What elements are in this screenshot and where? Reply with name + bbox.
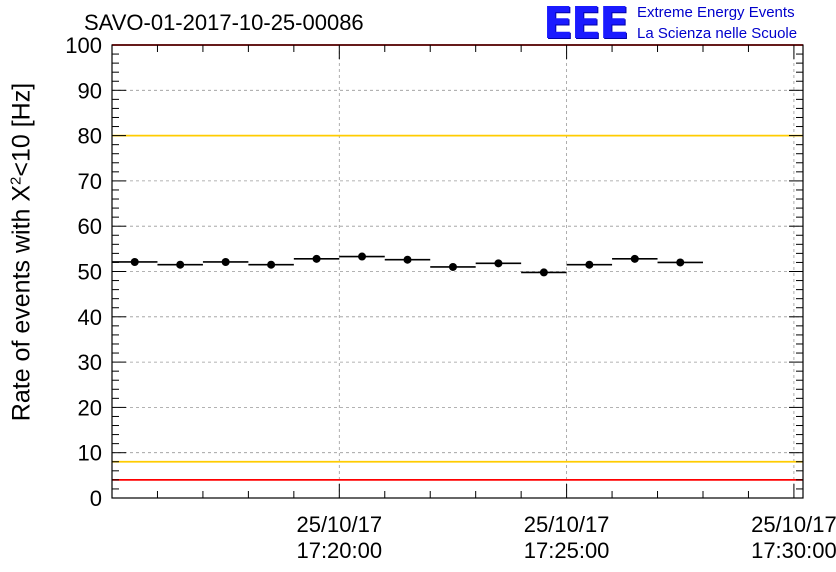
y-tick-label: 60 [78, 214, 102, 239]
data-points [112, 252, 703, 277]
data-point [539, 268, 548, 277]
x-tick-time-label: 17:20:00 [296, 538, 382, 563]
y-tick-label: 40 [78, 305, 102, 330]
logo-line-2: La Scienza nelle Scuole [637, 25, 798, 42]
y-tick-label: 50 [78, 260, 102, 285]
logo-line-1: Extreme Energy Events [637, 4, 795, 21]
x-tick-date-label: 25/10/17 [296, 512, 382, 537]
grid [112, 45, 803, 498]
x-tick-time-label: 17:30:00 [751, 538, 836, 563]
data-point [403, 255, 412, 264]
data-point [676, 258, 685, 267]
data-point [585, 260, 594, 269]
x-tick-time-label: 17:25:00 [524, 538, 610, 563]
y-tick-label: 20 [78, 395, 102, 420]
data-point [130, 257, 139, 266]
tick-labels: 010203040506070809010025/10/1717:20:0025… [65, 33, 836, 563]
x-tick-date-label: 25/10/17 [524, 512, 610, 537]
y-tick-label: 90 [78, 78, 102, 103]
data-point [448, 262, 457, 271]
y-tick-label: 70 [78, 169, 102, 194]
y-tick-label: 100 [65, 33, 102, 58]
data-point [494, 259, 503, 268]
y-tick-label: 80 [78, 124, 102, 149]
axis-ticks [111, 44, 803, 499]
data-point [630, 254, 639, 263]
y-tick-label: 30 [78, 350, 102, 375]
data-point [221, 257, 230, 266]
data-point [358, 252, 367, 261]
eee-logo: EEE [543, 0, 629, 49]
y-axis-label: Rate of events with X2<10 [Hz] [7, 82, 36, 422]
run-title: SAVO-01-2017-10-25-00086 [84, 10, 364, 35]
x-tick-date-label: 25/10/17 [751, 512, 836, 537]
data-point [312, 254, 321, 263]
data-point [176, 260, 185, 269]
y-tick-label: 10 [78, 441, 102, 466]
data-point [267, 260, 276, 269]
y-tick-label: 0 [90, 486, 102, 511]
